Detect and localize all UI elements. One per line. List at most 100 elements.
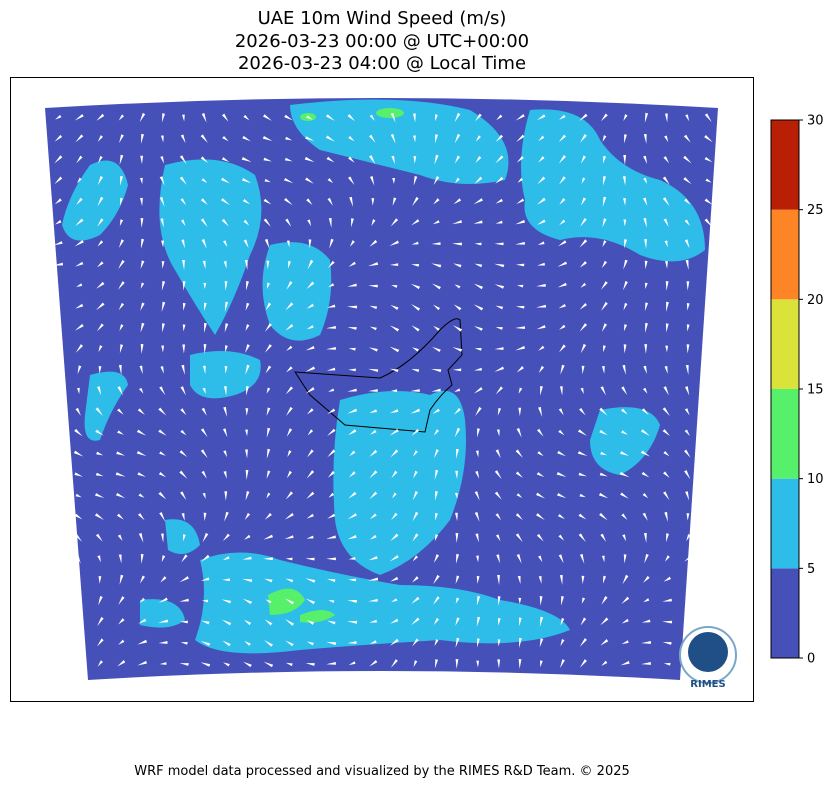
wind-arrow — [245, 408, 249, 416]
wind-arrow — [181, 513, 185, 521]
wind-arrow — [662, 176, 670, 185]
wind-arrow — [431, 368, 442, 373]
wind-arrow — [433, 554, 440, 563]
wind-arrow — [601, 366, 605, 374]
wind-arrow — [538, 135, 545, 142]
wind-arrow — [599, 429, 608, 436]
wind-arrow — [242, 598, 253, 605]
wind-arrow — [474, 511, 480, 522]
wind-arrow — [640, 450, 651, 457]
wind-arrow — [327, 470, 335, 478]
wind-arrow — [305, 387, 315, 394]
wind-arrow — [389, 263, 399, 267]
wind-arrow — [475, 406, 482, 417]
wind-arrow — [579, 554, 585, 564]
wind-arrow — [578, 472, 587, 477]
wind-arrow — [579, 659, 587, 668]
wind-arrow — [368, 368, 379, 373]
wind-arrow — [264, 344, 272, 353]
wind-arrow — [453, 198, 462, 205]
wind-arrow — [224, 281, 228, 291]
wind-arrow — [223, 386, 227, 396]
wind-arrow — [204, 322, 207, 333]
wind-arrow — [305, 177, 314, 184]
wind-arrow — [518, 658, 522, 669]
wind-arrow — [369, 429, 377, 435]
wind-arrow — [515, 326, 525, 330]
wind-arrow — [158, 491, 167, 500]
wind-arrow — [475, 155, 482, 163]
wind-arrow — [201, 239, 207, 249]
wind-arrow — [53, 241, 63, 246]
wind-arrow — [371, 219, 376, 227]
wind-arrow — [621, 640, 629, 645]
wind-arrow — [663, 491, 670, 501]
wind-arrow — [328, 260, 335, 268]
wind-arrow — [623, 259, 628, 270]
wind-arrow — [348, 491, 357, 499]
wind-arrow — [684, 554, 693, 562]
wind-arrow — [391, 155, 395, 165]
wind-5-10 — [62, 99, 705, 654]
wind-arrow — [74, 113, 84, 121]
wind-arrow — [473, 220, 483, 224]
wind-arrow — [517, 575, 521, 585]
wind-arrow — [245, 469, 249, 480]
wind-arrow — [140, 197, 143, 207]
wind-arrow — [538, 365, 545, 374]
title-line: 2026-03-23 00:00 @ UTC+00:00 — [235, 31, 529, 52]
wind-arrow — [222, 135, 229, 142]
wind-arrow — [577, 429, 588, 436]
wind-arrow — [328, 599, 335, 604]
wind-arrow — [390, 113, 396, 123]
wind-arrow — [97, 218, 104, 227]
wind-arrow — [159, 176, 165, 186]
wind-arrow — [620, 660, 630, 666]
wind-arrow — [138, 533, 144, 543]
wind-arrow — [578, 513, 587, 520]
wind-arrow — [140, 177, 143, 185]
wind-arrow — [390, 389, 398, 393]
wind-arrow — [516, 554, 522, 564]
wind-arrow — [536, 283, 546, 287]
wind-arrow — [369, 305, 378, 310]
wind-arrow — [431, 242, 441, 245]
country-border — [294, 318, 463, 433]
wind-arrow — [202, 387, 206, 394]
wind-arrow — [473, 326, 483, 331]
wind-arrow — [97, 638, 104, 647]
wind-arrow — [286, 281, 293, 290]
wind-arrow — [412, 490, 419, 501]
wind-arrow — [435, 512, 438, 521]
wind-arrow — [244, 259, 248, 270]
wind-arrow — [73, 450, 84, 457]
wind-arrow — [536, 197, 546, 205]
wind-arrow — [622, 574, 629, 585]
wind-arrow — [664, 240, 668, 248]
wind-arrow — [641, 662, 651, 665]
wind-arrow — [138, 493, 145, 498]
wind-arrow — [74, 513, 83, 520]
wind-arrow — [117, 408, 124, 415]
wind-arrow — [179, 176, 187, 185]
wind-arrow — [203, 512, 207, 522]
wind-arrow — [431, 388, 441, 392]
wind-arrow — [556, 472, 567, 478]
wind-arrow — [685, 491, 690, 501]
wind-arrow — [243, 661, 252, 668]
wind-arrow — [620, 492, 629, 499]
wind-arrow — [307, 429, 314, 436]
wind-arrow — [266, 260, 270, 270]
wind-arrow — [326, 557, 336, 561]
wind-arrow — [495, 386, 503, 395]
wind-arrow — [242, 556, 252, 560]
wind-arrow — [118, 114, 124, 121]
wind-arrow — [412, 638, 419, 647]
wind-arrow — [453, 407, 461, 415]
wind-arrow — [201, 113, 207, 123]
wind-arrow — [411, 264, 420, 267]
wind-arrow — [704, 156, 713, 163]
wind-arrow — [307, 259, 314, 270]
wind-arrow — [561, 596, 564, 606]
wind-arrow — [390, 618, 399, 624]
